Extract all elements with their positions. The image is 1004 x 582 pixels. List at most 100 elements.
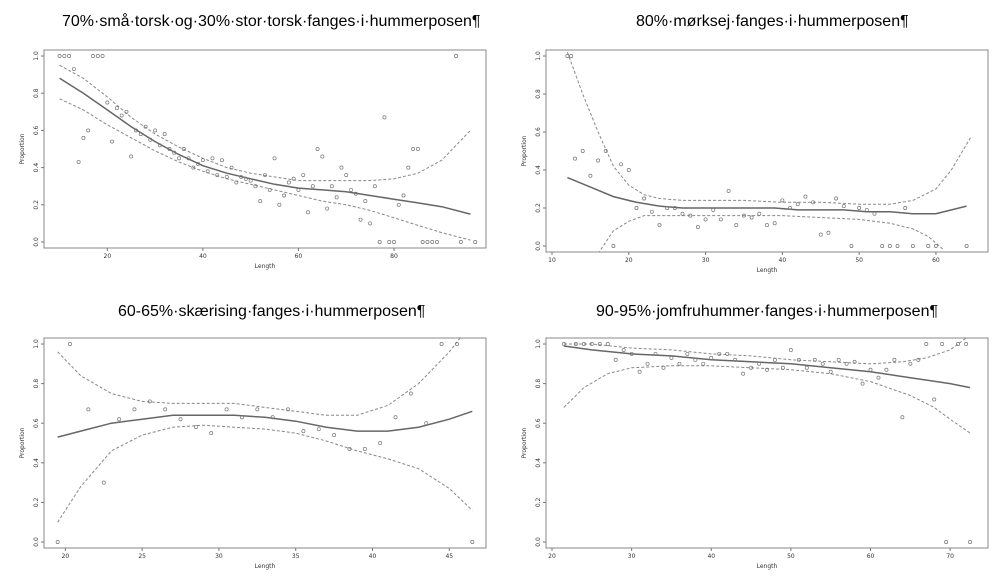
- data-point: [210, 156, 215, 161]
- data-point: [924, 342, 929, 346]
- data-point: [258, 199, 263, 204]
- y-tick-label: 0.4: [33, 163, 40, 173]
- chart-3-plot: 20 25 30 35 40 45 0.0 0.2 0.4 0.6 0.8 1.0 Length Prop…: [19, 337, 487, 570]
- data-point: [597, 342, 602, 346]
- data-point: [637, 369, 642, 374]
- data-point: [349, 187, 353, 192]
- data-point: [392, 240, 396, 244]
- data-point: [424, 421, 429, 426]
- data-point: [153, 128, 158, 133]
- data-point: [860, 381, 865, 386]
- x-axis-label: Length: [255, 563, 276, 570]
- data-point: [205, 169, 210, 174]
- y-axis-label: Proportion: [19, 133, 26, 164]
- data-point: [812, 357, 817, 362]
- data-point: [186, 156, 191, 161]
- data-point: [629, 351, 634, 356]
- data-point: [908, 361, 913, 366]
- y-tick-label: 0.8: [535, 89, 542, 99]
- data-point: [757, 361, 761, 366]
- data-point: [780, 365, 785, 370]
- data-point: [749, 365, 754, 370]
- data-point: [726, 188, 731, 193]
- data-point: [926, 244, 931, 248]
- data-point: [892, 357, 897, 362]
- data-point: [181, 147, 186, 151]
- data-point: [368, 221, 373, 226]
- x-tick-label: 30: [628, 553, 636, 560]
- data-point: [834, 196, 839, 201]
- data-point: [325, 206, 330, 211]
- data-point: [267, 187, 272, 192]
- data-point: [709, 355, 714, 360]
- plot-frame: [545, 49, 989, 253]
- y-tick-label: 0.6: [535, 127, 542, 137]
- y-tick-label: 0.6: [535, 418, 542, 428]
- data-point: [933, 244, 938, 248]
- data-point: [765, 367, 769, 372]
- data-point: [263, 173, 267, 177]
- data-point: [626, 168, 631, 172]
- data-point: [788, 347, 793, 352]
- data-point: [301, 429, 306, 434]
- data-point: [435, 240, 439, 244]
- y-axis-label: Proportion: [521, 135, 528, 166]
- data-point: [940, 342, 945, 346]
- data-point: [757, 211, 762, 216]
- data-point: [677, 361, 682, 366]
- data-point: [147, 399, 152, 404]
- data-point: [565, 54, 570, 58]
- y-tick-label: 1.0: [535, 51, 542, 61]
- confidence-upper-line: [566, 52, 971, 205]
- data-point: [613, 357, 618, 362]
- data-point: [900, 415, 905, 420]
- data-point: [968, 540, 973, 544]
- plot-frame: [545, 337, 989, 549]
- data-point: [454, 54, 459, 58]
- x-tick-label: 50: [787, 553, 795, 560]
- data-point: [742, 213, 746, 218]
- data-point: [372, 184, 377, 189]
- data-point: [701, 361, 706, 366]
- fitted-curve: [563, 345, 971, 389]
- data-point: [425, 240, 430, 244]
- data-point: [820, 361, 825, 366]
- data-point: [209, 431, 214, 436]
- confidence-lower-line: [598, 215, 944, 252]
- x-tick-label: 20: [625, 257, 633, 264]
- data-point: [224, 407, 229, 412]
- data-point: [680, 211, 685, 216]
- data-point: [100, 54, 105, 58]
- data-point: [653, 351, 658, 356]
- data-point: [320, 154, 325, 159]
- x-tick-label: 40: [707, 553, 715, 560]
- data-point: [296, 187, 301, 192]
- data-point: [124, 109, 129, 114]
- data-point: [473, 240, 478, 244]
- confidence-lower-line: [59, 98, 471, 241]
- data-point: [688, 213, 693, 218]
- data-point: [573, 156, 577, 161]
- data-point: [315, 147, 320, 151]
- x-axis-label: Length: [757, 267, 778, 274]
- data-point: [382, 115, 387, 120]
- x-tick-label: 70: [946, 553, 954, 560]
- y-axis-label: Proportion: [19, 427, 26, 458]
- plot-frame: [43, 337, 487, 549]
- data-point: [895, 244, 900, 248]
- data-point: [841, 204, 846, 209]
- x-tick-label: 45: [445, 553, 453, 560]
- data-point: [81, 135, 86, 140]
- data-point: [852, 359, 857, 364]
- data-point: [110, 139, 115, 144]
- data-point: [91, 54, 95, 58]
- data-point: [239, 174, 244, 179]
- data-point: [903, 206, 908, 210]
- x-tick-label: 60: [295, 253, 303, 260]
- data-point: [458, 240, 463, 244]
- chart-3-title: 60-65%·skærising·fanges·i·hummerposen¶: [118, 303, 426, 320]
- data-point: [588, 173, 593, 178]
- data-point: [964, 244, 969, 248]
- data-point: [143, 124, 148, 129]
- data-point: [669, 355, 674, 360]
